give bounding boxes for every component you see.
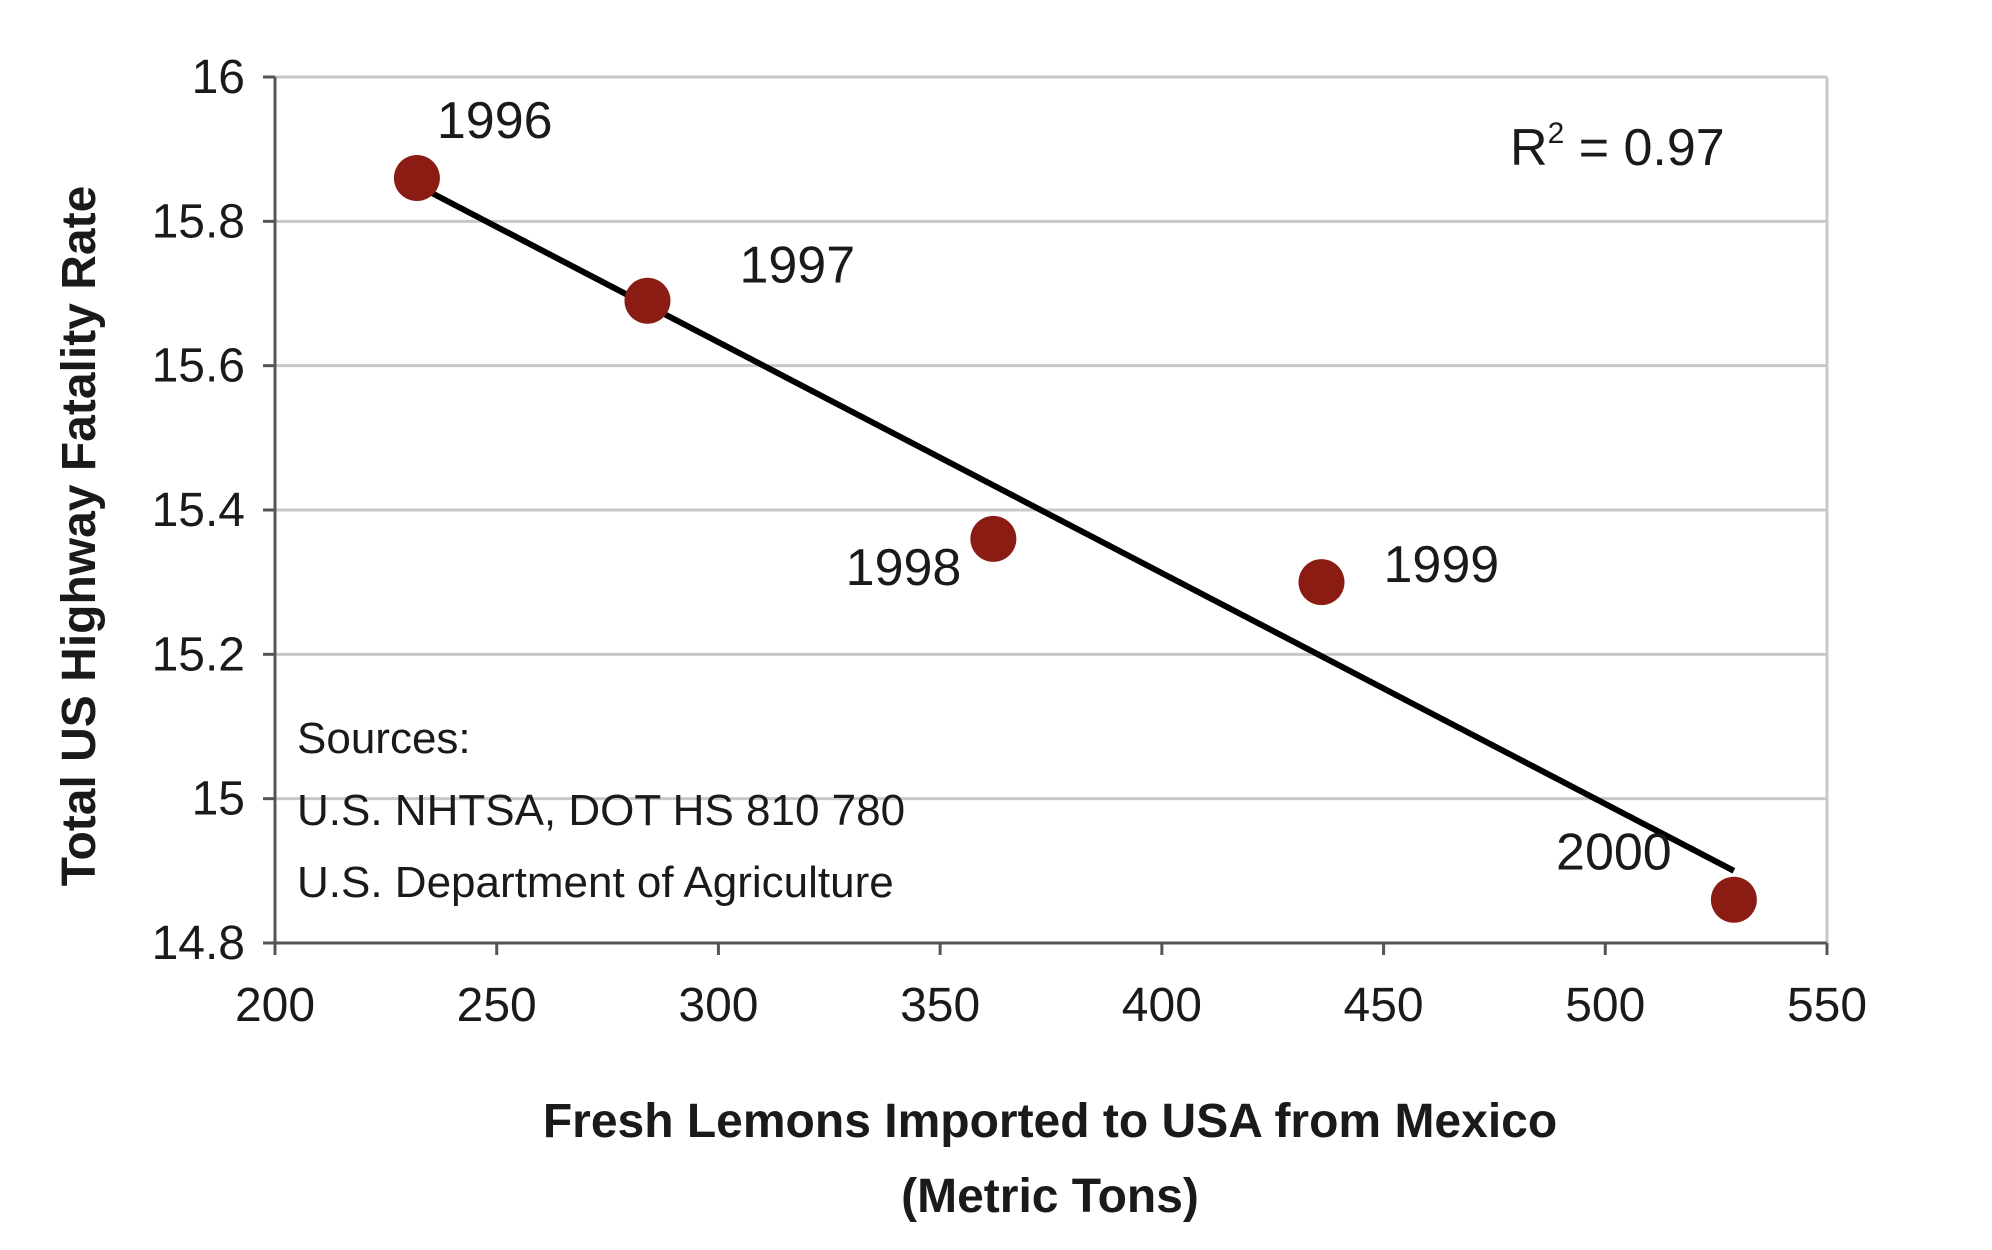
x-tick-label-0: 200 bbox=[235, 979, 315, 1032]
grid-lines bbox=[275, 75, 1829, 943]
source-usda: U.S. Department of Agriculture bbox=[297, 858, 894, 907]
y-tick-label-4: 15.6 bbox=[152, 340, 245, 393]
point-label-2000: 2000 bbox=[1556, 824, 1672, 882]
r2-prefix: R bbox=[1510, 119, 1548, 177]
data-point-1996 bbox=[393, 155, 440, 202]
sources-heading: Sources: bbox=[297, 714, 471, 763]
x-tick-label-4: 400 bbox=[1122, 979, 1202, 1032]
r2-value: = 0.97 bbox=[1564, 119, 1724, 177]
y-tick-label-0: 14.8 bbox=[152, 917, 245, 970]
x-axis-title-units: (Metric Tons) bbox=[901, 1170, 1199, 1223]
y-axis-title: Total US Highway Fatality Rate bbox=[53, 186, 106, 887]
y-tick-label-6: 16 bbox=[192, 51, 245, 104]
source-nhtsa: U.S. NHTSA, DOT HS 810 780 bbox=[297, 786, 905, 835]
data-point-2000 bbox=[1710, 876, 1757, 923]
x-tick-label-1: 250 bbox=[457, 979, 537, 1032]
y-tick-label-5: 15.8 bbox=[152, 195, 245, 248]
r2-annotation: R2 = 0.97 bbox=[1510, 117, 1725, 177]
y-tick-label-2: 15.2 bbox=[152, 628, 245, 681]
point-label-1996: 1996 bbox=[437, 92, 553, 150]
point-label-1997: 1997 bbox=[739, 237, 855, 295]
data-point-1998 bbox=[970, 515, 1017, 562]
y-tick-label-1: 15 bbox=[192, 773, 245, 826]
tick-labels: 14.8 15 15.2 15.4 15.6 15.8 16 200 250 300 350 400 4… bbox=[152, 51, 1867, 1032]
x-tick-label-3: 350 bbox=[900, 979, 980, 1032]
r2-superscript: 2 bbox=[1548, 117, 1565, 150]
point-label-1998: 1998 bbox=[846, 539, 962, 597]
data-point-1999 bbox=[1298, 559, 1345, 606]
axes bbox=[263, 75, 1829, 955]
y-tick-label-3: 15.4 bbox=[152, 484, 245, 537]
x-tick-label-2: 300 bbox=[678, 979, 758, 1032]
data-point-1997 bbox=[624, 277, 671, 324]
x-tick-label-5: 450 bbox=[1344, 979, 1424, 1032]
x-axis-title: Fresh Lemons Imported to USA from Mexico bbox=[543, 1095, 1557, 1148]
point-labels: 1996 1997 1998 1999 2000 bbox=[437, 92, 1672, 882]
trendline bbox=[415, 182, 1736, 874]
x-tick-label-7: 550 bbox=[1787, 979, 1867, 1032]
trendline-group bbox=[415, 182, 1736, 874]
point-label-1999: 1999 bbox=[1383, 536, 1499, 594]
x-tick-label-6: 500 bbox=[1565, 979, 1645, 1032]
data-points bbox=[393, 155, 1757, 923]
